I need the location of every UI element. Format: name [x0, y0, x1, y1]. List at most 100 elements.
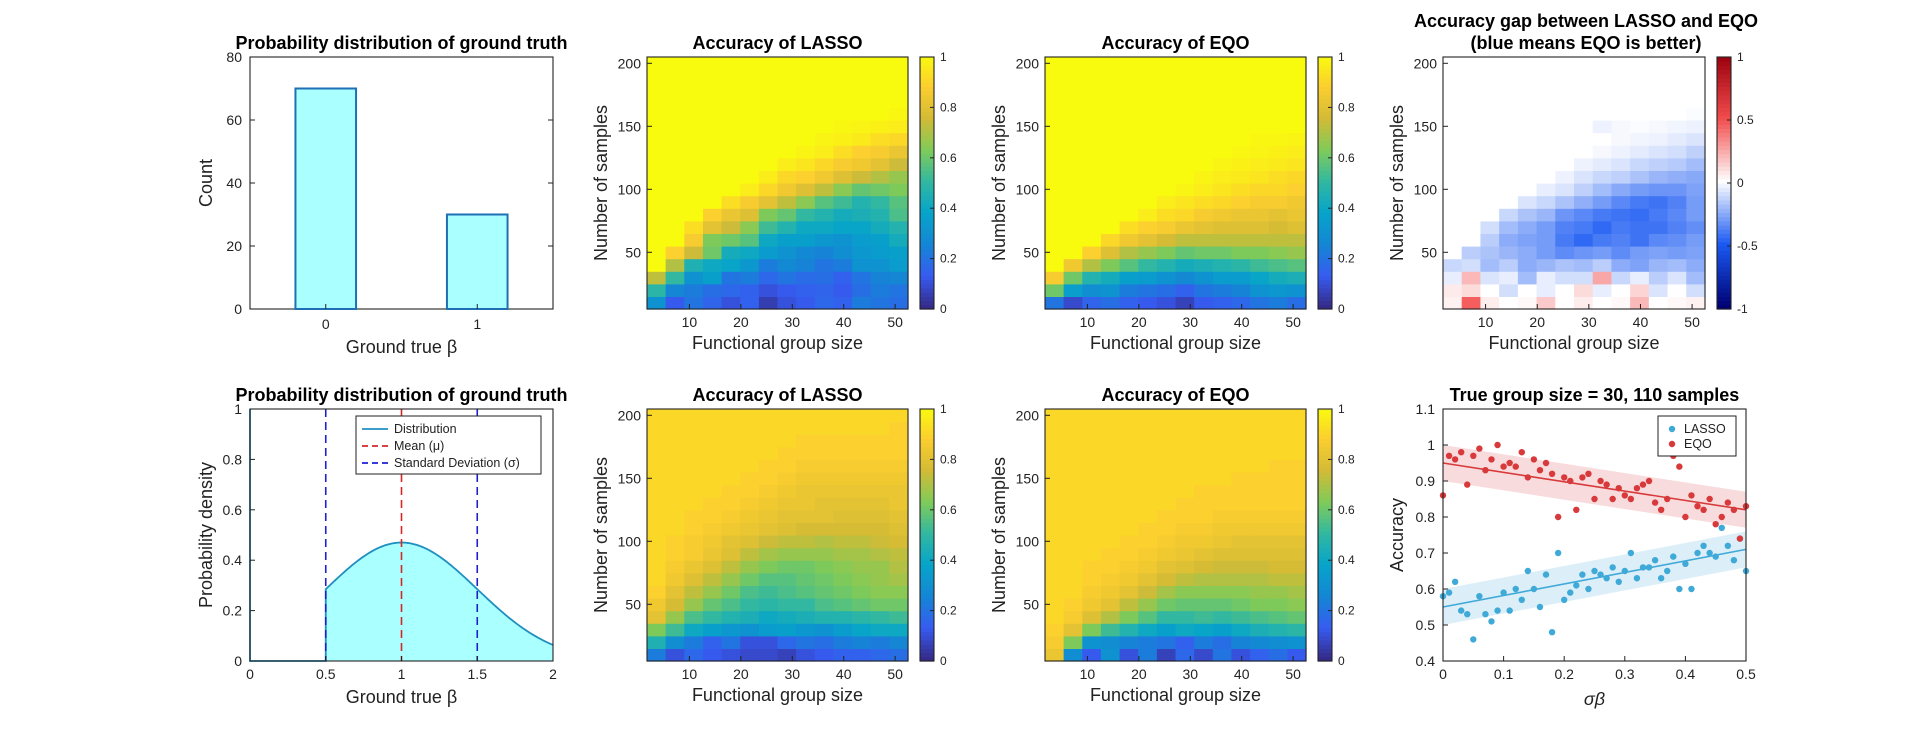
heatmap-cell — [665, 484, 685, 498]
y-tick-label: 200 — [1016, 55, 1040, 71]
heatmap-cell — [1287, 183, 1307, 197]
colorbar-segment — [1318, 438, 1332, 444]
x-tick-label: 50 — [887, 314, 903, 330]
colorbar-segment — [1318, 65, 1332, 71]
colorbar-tick-label: 0.6 — [940, 503, 957, 517]
colorbar-segment — [1318, 446, 1332, 452]
heatmap-cell — [852, 220, 872, 234]
colorbar-segment — [1318, 623, 1332, 628]
colorbar-segment — [1318, 78, 1332, 83]
heatmap-cell — [814, 57, 835, 71]
heatmap-cell — [833, 283, 853, 297]
x-tick-label: 20 — [1529, 314, 1545, 330]
heatmap-cell — [647, 132, 667, 146]
colorbar-segment — [920, 246, 934, 251]
heatmap-cell — [1082, 446, 1102, 460]
scatter-point — [1542, 571, 1550, 578]
heatmap-cell — [1063, 183, 1083, 197]
heatmap-cell — [1461, 94, 1482, 108]
heatmap-cell — [721, 132, 741, 146]
heatmap-cell — [1555, 107, 1575, 121]
heatmap-cell — [1063, 94, 1083, 108]
scatter-point — [1561, 596, 1568, 603]
heatmap-cell — [870, 208, 890, 222]
heatmap-cell — [1648, 271, 1669, 285]
heatmap-cell — [721, 472, 741, 486]
heatmap-cell — [1100, 195, 1121, 209]
heatmap-cell — [1045, 132, 1065, 146]
heatmap-cell — [889, 472, 909, 486]
heatmap-cell — [758, 246, 779, 260]
colorbar-segment — [1318, 598, 1332, 603]
heatmap-cell — [1667, 57, 1687, 71]
heatmap-cell — [1063, 132, 1083, 146]
heatmap-cell — [1175, 258, 1195, 272]
heatmap-cell — [870, 623, 890, 637]
colorbar-segment — [1318, 124, 1332, 129]
heatmap-cell — [1517, 57, 1538, 71]
heatmap-cell — [1630, 195, 1650, 209]
heatmap-cell — [1100, 120, 1121, 134]
heatmap-cell — [889, 409, 909, 423]
heatmap-cell — [684, 484, 704, 498]
x-tick-label: 10 — [1478, 314, 1494, 330]
heatmap-cell — [1082, 57, 1102, 71]
colorbar-tick-label: 0 — [1338, 302, 1345, 316]
heatmap-cell — [1268, 195, 1288, 209]
heatmap-cell — [1063, 283, 1083, 297]
heatmap-cell — [796, 446, 816, 460]
colorbar-segment — [1318, 275, 1332, 281]
colorbar-segment — [1318, 652, 1332, 658]
heatmap-cell — [1175, 497, 1195, 511]
heatmap-cell — [1667, 296, 1687, 310]
heatmap-cell — [1250, 623, 1270, 637]
heatmap-cell — [1268, 535, 1288, 549]
x-axis-label: Functional group size — [692, 685, 863, 705]
heatmap-cell — [1499, 57, 1519, 71]
colorbar-frame — [919, 408, 935, 662]
heatmap-cell — [777, 94, 797, 108]
y-tick-label: 80 — [226, 49, 242, 65]
heatmap-cell — [1156, 497, 1177, 511]
heatmap-cell — [1156, 69, 1177, 83]
heatmap-cell — [1119, 434, 1139, 448]
heatmap-cell — [777, 157, 797, 171]
heatmap-cell — [870, 497, 890, 511]
x-tick-label: 40 — [1633, 314, 1649, 330]
heatmap-cell — [1212, 572, 1233, 586]
heatmap-cell — [740, 107, 760, 121]
heatmap-cell — [1138, 271, 1158, 285]
heatmap-cell — [1287, 94, 1307, 108]
heatmap-cell — [1611, 296, 1631, 310]
heatmap-cell — [1287, 635, 1307, 649]
heatmap-cell — [1443, 195, 1463, 209]
heatmap-cell — [1212, 522, 1233, 536]
scatter-point — [1548, 629, 1556, 636]
colorbar-tick-label: 0.6 — [1338, 151, 1355, 165]
heatmap-cell — [870, 94, 890, 108]
heatmap-cell — [1686, 107, 1706, 121]
heatmap-cell — [833, 560, 853, 574]
heatmap-cell — [1082, 547, 1102, 561]
heatmap-cell — [777, 195, 797, 209]
heatmap-cell — [814, 648, 835, 662]
colorbar-segment — [1318, 233, 1332, 239]
heatmap-cell — [758, 183, 779, 197]
heatmap-cell — [814, 258, 835, 272]
heatmap-cell — [870, 296, 890, 310]
y-tick-label: 50 — [1023, 596, 1039, 612]
heatmap-cell — [1630, 107, 1650, 121]
colorbar-segment — [920, 153, 934, 159]
colorbar-segment — [920, 425, 934, 431]
colorbar-segment — [920, 132, 934, 138]
heatmap-cell — [1045, 145, 1065, 159]
heatmap-cell — [758, 434, 779, 448]
heatmap-cell — [1461, 220, 1482, 234]
colorbar-segment — [1318, 237, 1332, 243]
heatmap-cell — [1063, 585, 1083, 599]
heatmap-cell — [1194, 57, 1214, 71]
colorbar-segment — [1717, 132, 1731, 138]
heatmap-cell — [1231, 246, 1251, 260]
heatmap-cell — [1231, 195, 1251, 209]
colorbar-segment — [1318, 195, 1332, 201]
